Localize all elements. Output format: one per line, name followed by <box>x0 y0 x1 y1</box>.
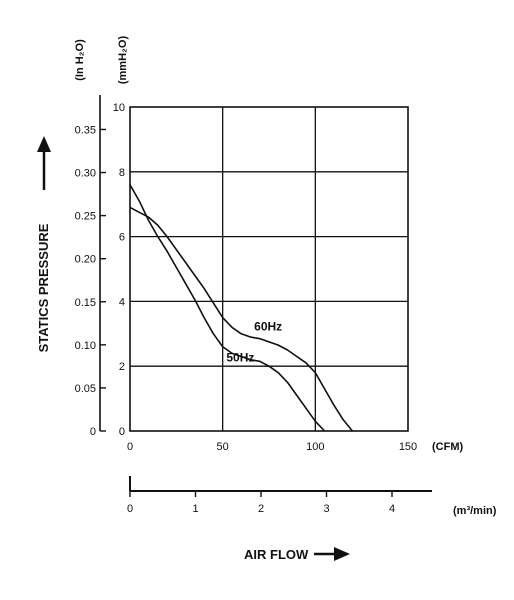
y-tick-label-in: 0.10 <box>75 340 96 352</box>
y-unit-left-label: (In H₂O) <box>74 39 86 81</box>
x2-tick-label: 1 <box>192 503 198 515</box>
y-tick-label-in: 0.20 <box>75 254 96 266</box>
x-axis-arrow-icon <box>314 547 350 561</box>
x-axis-label: AIR FLOW <box>244 547 309 562</box>
series-label-50hz: 50Hz <box>226 350 254 364</box>
plot-frame <box>129 106 409 432</box>
y-tick-label-mm: 4 <box>119 296 125 308</box>
y-axis-label: STATICS PRESSURE <box>36 223 51 352</box>
secondary-x-axis: 0 1 2 3 4 <box>127 476 432 515</box>
y-tick-label-mm: 0 <box>119 426 125 438</box>
series-line-50hz <box>129 184 326 432</box>
x2-tick-label: 2 <box>258 503 264 515</box>
x-tick-label-cfm: 0 <box>127 441 133 453</box>
series-curves: 60Hz 50Hz <box>129 184 354 432</box>
grid-lines <box>129 106 409 432</box>
y-tick-label-in: 0.25 <box>75 211 96 223</box>
x2-tick-label: 4 <box>389 503 395 515</box>
y-tick-label-mm: 2 <box>119 361 125 373</box>
x-tick-label-cfm: 150 <box>399 441 417 453</box>
y-tick-label-mm: 10 <box>113 102 125 114</box>
y-tick-label-mm: 8 <box>119 167 125 179</box>
series-line-60hz <box>129 206 354 432</box>
x-unit-secondary-label: (m³/min) <box>453 505 497 517</box>
x2-tick-label: 0 <box>127 503 133 515</box>
y-axis-arrow-icon <box>37 136 51 190</box>
x-tick-label-cfm: 100 <box>306 441 324 453</box>
y-tick-label-in: 0.30 <box>75 168 96 180</box>
y-tick-label-in: 0.35 <box>75 124 96 136</box>
y-unit-right-label: (mmH₂O) <box>117 36 129 85</box>
y-tick-label-in: 0.05 <box>75 383 96 395</box>
y-tick-label-mm: 6 <box>119 232 125 244</box>
x-tick-label-cfm: 50 <box>217 441 229 453</box>
series-label-60hz: 60Hz <box>254 320 282 334</box>
y-tick-label-in: 0 <box>90 426 96 438</box>
x2-tick-label: 3 <box>323 503 329 515</box>
y-tick-label-in: 0.15 <box>75 297 96 309</box>
x-unit-primary-label: (CFM) <box>432 441 463 453</box>
